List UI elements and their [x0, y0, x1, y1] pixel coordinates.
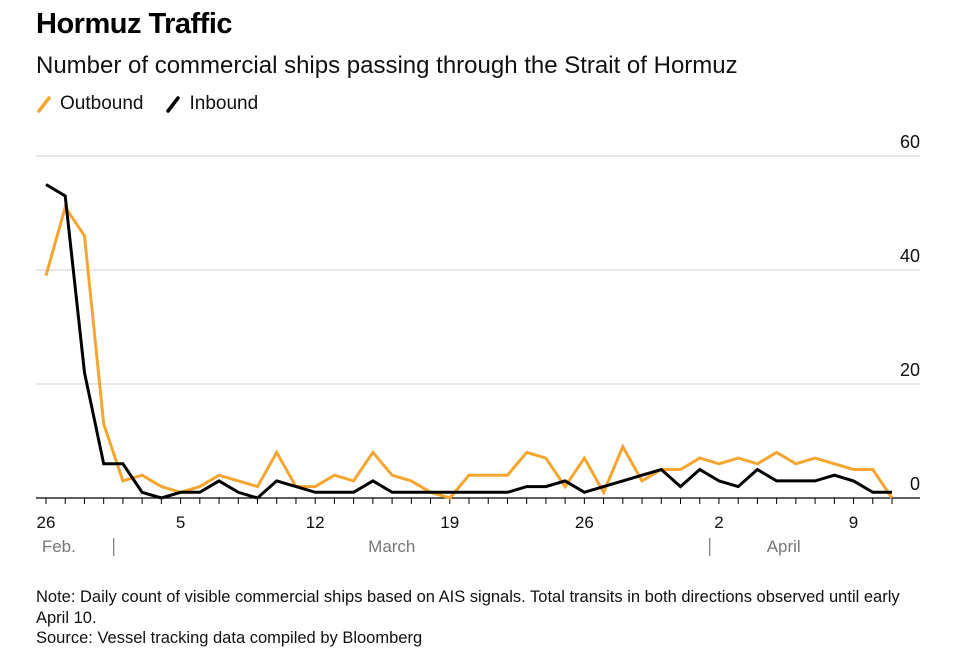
- chart-title: Hormuz Traffic: [36, 8, 233, 40]
- y-tick-label-0: 0: [910, 474, 920, 494]
- month-label-april: April: [767, 537, 801, 556]
- legend-label-inbound: Inbound: [189, 93, 259, 114]
- month-label-march: March: [368, 537, 415, 556]
- x-tick-label-12: 12: [306, 513, 325, 532]
- y-tick-label-20: 20: [900, 360, 920, 380]
- month-label-feb: Feb.: [42, 537, 76, 556]
- legend-swatch-outbound: [37, 96, 51, 113]
- x-tick-label-26: 26: [37, 513, 56, 532]
- x-tick-label-26: 26: [575, 513, 594, 532]
- x-tick-label-9: 9: [849, 513, 858, 532]
- y-tick-label-40: 40: [900, 246, 920, 266]
- series-line-inbound: [45, 183, 892, 500]
- chart-subtitle: Number of commercial ships passing throu…: [36, 52, 738, 79]
- chart-source: Source: Vessel tracking data compiled by…: [36, 629, 423, 647]
- chart-note: Note: Daily count of visible commercial …: [36, 588, 900, 627]
- series-line-outbound: [44, 203, 894, 500]
- legend-item-outbound: Outbound: [36, 93, 143, 115]
- x-tick-label-2: 2: [714, 513, 723, 532]
- line-chart: 0 20 40 60 26 5 12 19 26 2 9 Feb. March April: [36, 132, 920, 556]
- legend-swatch-inbound: [166, 96, 181, 113]
- x-tick-label-19: 19: [440, 513, 459, 532]
- legend-item-inbound: Inbound: [165, 93, 258, 115]
- y-tick-label-60: 60: [900, 132, 920, 152]
- x-tick-label-5: 5: [176, 513, 185, 532]
- legend-label-outbound: Outbound: [60, 93, 144, 114]
- legend: Outbound Inbound: [36, 93, 280, 115]
